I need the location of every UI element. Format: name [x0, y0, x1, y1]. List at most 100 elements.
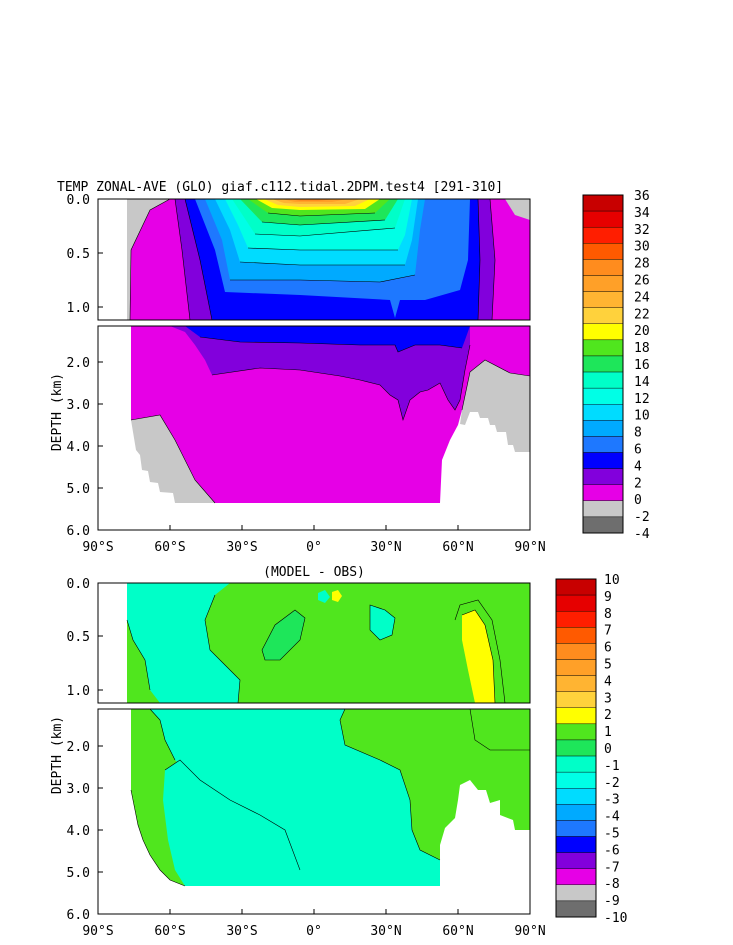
diff-colorbar-cell [555, 627, 597, 644]
diff-colorbar-label: -7 [604, 860, 620, 875]
diff-lower-cyan2 [163, 760, 300, 886]
diff-colorbar-cell [555, 836, 597, 853]
diff-colorbar-cell [555, 643, 597, 660]
temp-colorbar-label: 8 [634, 426, 642, 441]
temp-colorbar-cell [582, 355, 624, 373]
diff-xtick-label: 90°N [514, 924, 545, 939]
diff-lower-isolines [130, 709, 530, 887]
diff-colorbar-label: 3 [604, 691, 612, 706]
temp-lower-blue [185, 326, 470, 352]
temp-upper-frame [97, 198, 531, 321]
diff-ytick-label: 3.0 [67, 782, 90, 797]
diff-colorbar-label: -4 [604, 810, 620, 825]
diff-panel: (MODEL - OBS) DEPTH (km) 0.0 0.5 1.0 2.0 3.0… [50, 565, 627, 939]
diff-colorbar-label: -9 [604, 894, 620, 909]
diff-colorbar-label: -2 [604, 776, 620, 791]
diff-colorbar-cell [555, 578, 597, 596]
diff-xtick-label: 60°N [442, 924, 473, 939]
temp-colorbar-cell [582, 436, 624, 453]
diff-upper-yellow-dot [332, 590, 342, 602]
diff-colorbar-label: 4 [604, 674, 612, 689]
temp-upper-fields [98, 199, 530, 320]
temp-ytick-label: 3.0 [67, 398, 90, 413]
temp-colorbar-cell [582, 194, 624, 212]
temp-colorbar-label: 36 [634, 189, 650, 204]
temp-colorbar-cell [582, 484, 624, 502]
temp-axis-ticks [97, 198, 531, 531]
temp-ytick-label: 6.0 [67, 524, 90, 539]
diff-colorbar-label: -1 [604, 759, 620, 774]
temp-colorbar-label: 16 [634, 358, 650, 373]
diff-colorbar-label: 7 [604, 624, 612, 639]
temp-colorbar-label: 14 [634, 375, 650, 390]
temp-ytick-label: 5.0 [67, 482, 90, 497]
temp-colorbar-label: 30 [634, 240, 650, 255]
temp-ytick-label: 1.0 [67, 301, 90, 316]
diff-upper-frame [97, 582, 531, 704]
diff-upper-fields [98, 583, 530, 703]
temp-colorbar-cell [582, 259, 624, 276]
diff-colorbar-cell [555, 594, 597, 612]
diff-colorbar-label: -6 [604, 843, 620, 858]
temp-colorbar-label: 20 [634, 324, 650, 339]
temp-ytick-label: 2.0 [67, 356, 90, 371]
diff-lower-cyan [150, 709, 440, 886]
diff-colorbar-cell [555, 707, 597, 725]
temp-colorbar-cell [582, 516, 624, 534]
diff-colorbar-label: 10 [604, 573, 620, 588]
diff-xtick-label: 0° [306, 924, 322, 939]
diff-colorbar-label: 9 [604, 590, 612, 605]
diff-colorbar-cell [555, 884, 597, 902]
temp-ytick-label: 4.0 [67, 440, 90, 455]
temp-title: TEMP ZONAL-AVE (GLO) giaf.c112.tidal.2DP… [57, 180, 503, 195]
temp-lower-grey-south [131, 415, 215, 503]
diff-colorbar-cell [555, 659, 597, 676]
temp-colorbar-label: 24 [634, 290, 650, 305]
temp-isolines-lower [130, 336, 530, 504]
diff-colorbar-cell [555, 675, 597, 692]
diff-title: (MODEL - OBS) [263, 565, 365, 580]
temp-isolines-upper [129, 199, 496, 320]
diff-ytick-label: 1.0 [67, 684, 90, 699]
temp-xtick-label: 30°N [370, 540, 401, 555]
diff-xtick-label: 60°S [154, 924, 185, 939]
temp-colorbar-cell [582, 275, 624, 292]
temp-colorbar-cell [582, 420, 624, 437]
temp-colorbar-label: 6 [634, 443, 642, 458]
temp-xtick-label: 90°N [514, 540, 545, 555]
temp-xtick-label: 30°S [226, 540, 257, 555]
temp-colorbar-label: 4 [634, 459, 642, 474]
temp-colorbar-label: 22 [634, 307, 650, 322]
temp-colorbar-label: -2 [634, 510, 650, 525]
diff-colorbar-cell [555, 820, 597, 837]
diff-colorbar-cell [555, 755, 597, 773]
diff-upper-cyan-band [127, 583, 240, 703]
temp-ytick-label: 0.0 [67, 193, 90, 208]
diff-colorbar-cell [555, 900, 597, 918]
temp-colorbar-label: 2 [634, 476, 642, 491]
temp-colorbar-cell [582, 387, 624, 405]
temp-colorbar-cell [582, 500, 624, 518]
diff-colorbar-cell [555, 723, 597, 741]
diff-upper-cyan-tiny [318, 590, 330, 603]
temp-colorbar-label: 32 [634, 223, 650, 238]
diff-colorbar-cell [555, 739, 597, 757]
temp-colorbar-label: 34 [634, 206, 650, 221]
diff-lower-fields [98, 709, 530, 914]
temp-colorbar-cell [582, 323, 624, 341]
diff-ytick-label: 2.0 [67, 740, 90, 755]
diff-xtick-label: 30°N [370, 924, 401, 939]
diff-colorbar-cell [555, 788, 597, 805]
diff-colorbar-label: 0 [604, 742, 612, 757]
diff-y-tick-labels: 0.0 0.5 1.0 2.0 3.0 4.0 5.0 6.0 [67, 577, 90, 923]
temp-x-tick-labels: 90°S 60°S 30°S 0° 30°N 60°N 90°N [82, 540, 545, 555]
temp-colorbar-label: 26 [634, 274, 650, 289]
temp-colorbar-cell [582, 371, 624, 389]
diff-colorbar-label: 2 [604, 708, 612, 723]
temp-y-tick-labels: 0.0 0.5 1.0 2.0 3.0 4.0 5.0 6.0 [67, 193, 90, 539]
diff-colorbar-cell [555, 610, 597, 628]
diff-ytick-label: 5.0 [67, 866, 90, 881]
temp-colorbar-label: 10 [634, 409, 650, 424]
